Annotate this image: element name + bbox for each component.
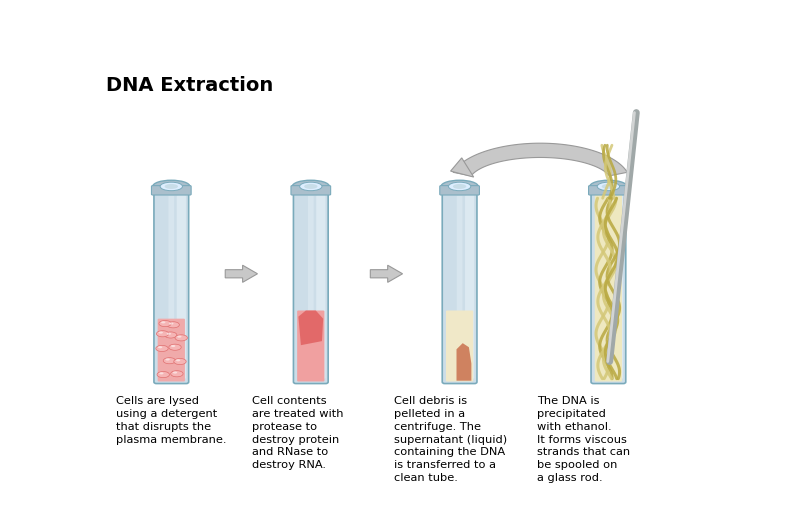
FancyBboxPatch shape [589, 186, 628, 195]
Ellipse shape [158, 346, 162, 348]
Ellipse shape [156, 346, 168, 351]
FancyBboxPatch shape [442, 192, 477, 384]
Ellipse shape [166, 333, 171, 335]
Ellipse shape [173, 372, 177, 374]
FancyBboxPatch shape [592, 193, 600, 383]
Ellipse shape [165, 332, 177, 338]
Ellipse shape [165, 184, 178, 189]
Ellipse shape [602, 184, 615, 189]
FancyBboxPatch shape [169, 196, 174, 378]
Polygon shape [450, 158, 474, 177]
Ellipse shape [304, 184, 318, 189]
Ellipse shape [449, 182, 470, 191]
Ellipse shape [161, 321, 166, 323]
Ellipse shape [292, 180, 330, 192]
Polygon shape [370, 265, 402, 282]
Text: The DNA is
precipitated
with ethanol.
It forms viscous
strands that can
be spool: The DNA is precipitated with ethanol. It… [537, 396, 630, 483]
FancyBboxPatch shape [291, 186, 330, 195]
FancyBboxPatch shape [440, 186, 479, 195]
FancyBboxPatch shape [606, 196, 611, 378]
FancyBboxPatch shape [155, 193, 163, 383]
Text: DNA Extraction: DNA Extraction [106, 76, 274, 95]
Ellipse shape [157, 372, 170, 378]
FancyBboxPatch shape [457, 196, 462, 378]
Ellipse shape [598, 182, 619, 191]
Text: Cell debris is
pelleted in a
centrifuge. The
supernatant (liquid)
containing the: Cell debris is pelleted in a centrifuge.… [394, 396, 508, 483]
FancyBboxPatch shape [591, 192, 626, 384]
Ellipse shape [171, 345, 175, 347]
FancyBboxPatch shape [316, 196, 326, 378]
Polygon shape [457, 343, 471, 381]
Ellipse shape [157, 331, 169, 337]
Ellipse shape [175, 335, 187, 341]
Ellipse shape [159, 372, 163, 374]
Ellipse shape [441, 180, 478, 192]
Ellipse shape [300, 182, 322, 191]
Ellipse shape [160, 182, 182, 191]
FancyBboxPatch shape [297, 311, 325, 382]
FancyBboxPatch shape [294, 193, 302, 383]
Ellipse shape [169, 322, 174, 325]
Ellipse shape [453, 184, 466, 189]
Ellipse shape [169, 344, 182, 350]
Text: Cells are lysed
using a detergent
that disrupts the
plasma membrane.: Cells are lysed using a detergent that d… [115, 396, 226, 445]
Text: Cell contents
are treated with
protease to
destroy protein
and RNase to
destroy : Cell contents are treated with protease … [252, 396, 343, 470]
FancyBboxPatch shape [465, 196, 474, 378]
FancyBboxPatch shape [443, 193, 451, 383]
FancyBboxPatch shape [594, 195, 622, 382]
Ellipse shape [174, 358, 186, 365]
Polygon shape [453, 143, 627, 176]
FancyBboxPatch shape [308, 196, 314, 378]
Ellipse shape [166, 358, 170, 360]
Ellipse shape [177, 335, 182, 338]
Ellipse shape [163, 358, 176, 364]
Polygon shape [298, 311, 323, 345]
Ellipse shape [176, 359, 180, 361]
Ellipse shape [158, 331, 163, 333]
FancyBboxPatch shape [151, 186, 191, 195]
Ellipse shape [170, 370, 183, 377]
Ellipse shape [590, 180, 627, 192]
FancyBboxPatch shape [446, 311, 474, 382]
FancyBboxPatch shape [177, 196, 186, 378]
FancyBboxPatch shape [158, 319, 185, 382]
Ellipse shape [159, 321, 171, 326]
Polygon shape [226, 265, 258, 282]
Ellipse shape [167, 322, 179, 328]
FancyBboxPatch shape [614, 196, 623, 378]
FancyBboxPatch shape [294, 192, 328, 384]
FancyBboxPatch shape [154, 192, 189, 384]
Ellipse shape [153, 180, 190, 192]
